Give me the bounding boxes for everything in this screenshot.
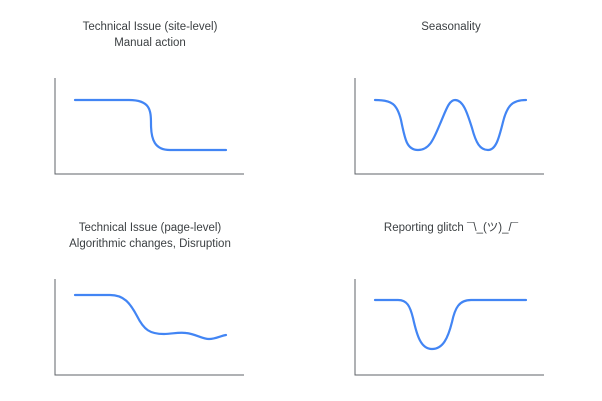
axis <box>354 78 544 175</box>
trend-line-dip-recovery <box>373 298 528 351</box>
panel-heading: Technical Issue (page-level) <box>78 222 222 234</box>
panel-heading: Technical Issue (site-level) <box>82 21 218 33</box>
axis <box>54 279 244 376</box>
panel-heading: Reporting glitch ¯\_(ツ)_/¯ <box>383 222 519 234</box>
panel-reporting-glitch <box>354 279 544 376</box>
trend-line-seasonal <box>373 98 528 152</box>
panel-site-level <box>54 78 244 175</box>
panel-title-seasonality: Seasonality <box>301 19 601 35</box>
panel-page-level <box>54 279 244 376</box>
panel-title-page-level: Technical Issue (page-level) Algorithmic… <box>0 220 300 252</box>
panel-heading: Seasonality <box>421 21 481 33</box>
axis <box>354 279 544 376</box>
panel-subheading: Manual action <box>114 37 186 49</box>
trend-line-drop <box>73 98 228 152</box>
axis <box>54 78 244 175</box>
trend-line-gradual-decline <box>73 293 228 341</box>
panel-title-reporting-glitch: Reporting glitch ¯\_(ツ)_/¯ <box>301 220 601 236</box>
panel-title-site-level: Technical Issue (site-level) Manual acti… <box>0 19 300 51</box>
panel-seasonality <box>354 78 544 175</box>
panel-subheading: Algorithmic changes, Disruption <box>69 238 231 250</box>
